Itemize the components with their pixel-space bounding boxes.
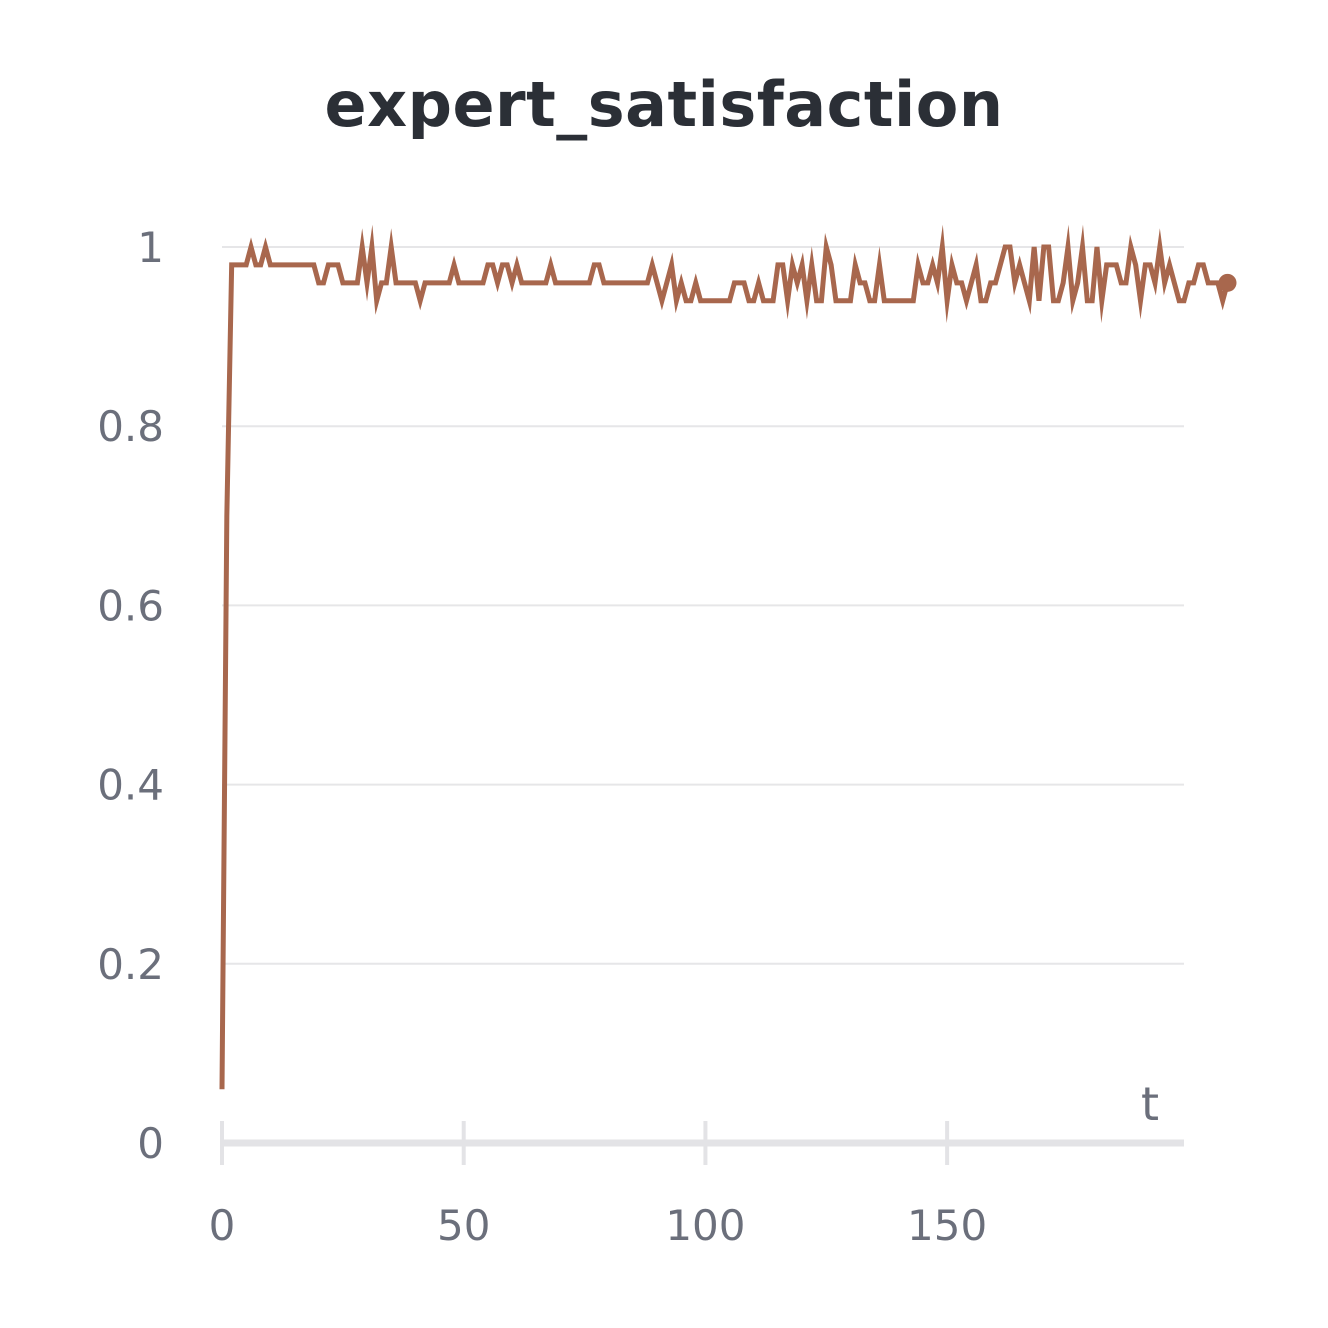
x-axis-tick-labels: 0 50 100 150 (209, 1201, 988, 1250)
y-tick-label: 0.4 (97, 761, 164, 810)
y-tick-label: 1 (137, 223, 164, 272)
y-tick-label: 0 (137, 1119, 164, 1168)
y-axis-tick-labels: 0 0.2 0.4 0.6 0.8 1 (97, 223, 164, 1168)
y-tick-label: 0.2 (97, 940, 164, 989)
chart-title: expert_satisfaction (324, 68, 1004, 141)
grid-lines (222, 246, 1184, 965)
series-layer (219, 224, 1237, 1090)
series-end-point (1218, 273, 1237, 292)
x-tick-label: 100 (665, 1201, 745, 1250)
y-tick-label: 0.6 (97, 581, 164, 630)
x-tick-label: 50 (437, 1201, 490, 1250)
y-tick-label: 0.8 (97, 402, 164, 451)
series-line (219, 224, 1230, 1090)
x-tick-label: 0 (209, 1201, 236, 1250)
x-axis (220, 1121, 1184, 1165)
x-tick-label: 150 (907, 1201, 987, 1250)
x-axis-label: t (1141, 1077, 1159, 1131)
